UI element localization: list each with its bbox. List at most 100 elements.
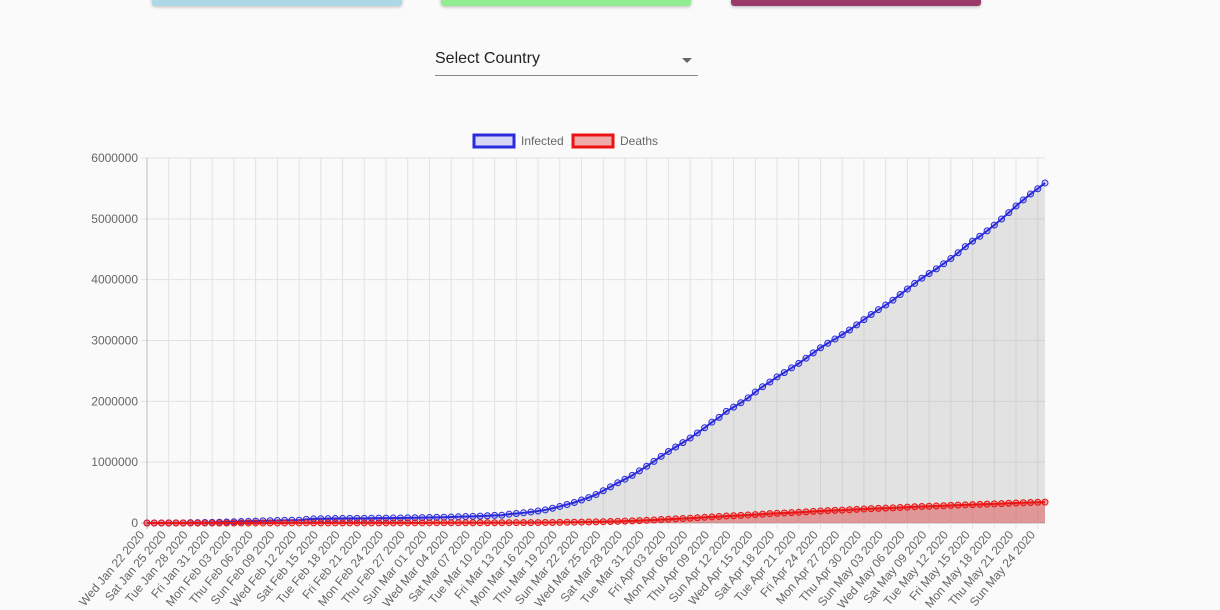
country-select[interactable]: Select Country: [435, 48, 698, 76]
data-point-infected: [635, 467, 643, 475]
data-point-deaths: [469, 519, 477, 527]
data-point-infected: [882, 301, 890, 309]
y-tick-label: 4000000: [91, 273, 138, 287]
data-point-deaths: [339, 519, 347, 527]
data-point-deaths: [476, 519, 484, 527]
data-point-deaths: [237, 519, 245, 527]
data-point-infected: [845, 326, 853, 334]
data-point-deaths: [512, 519, 520, 527]
data-point-deaths: [766, 510, 774, 518]
data-point-infected: [730, 403, 738, 411]
legend-label-infected: Infected: [521, 134, 564, 148]
data-point-deaths: [425, 519, 433, 527]
data-point-infected: [773, 373, 781, 381]
data-point-deaths: [896, 503, 904, 511]
legend-swatch-infected: [472, 133, 516, 149]
data-point-deaths: [947, 501, 955, 509]
data-point-deaths: [998, 500, 1006, 508]
data-point-infected: [621, 475, 629, 483]
data-point-deaths: [664, 515, 672, 523]
data-point-deaths: [281, 519, 289, 527]
country-select-label: Select Country: [435, 50, 540, 67]
data-point-infected: [976, 232, 984, 240]
data-point-infected: [918, 274, 926, 282]
data-point-infected: [570, 499, 578, 506]
data-point-deaths: [708, 513, 716, 521]
data-point-deaths: [454, 519, 462, 527]
data-point-deaths: [447, 519, 455, 527]
y-tick-label: 5000000: [91, 212, 138, 226]
data-point-deaths: [635, 517, 643, 525]
data-point-deaths: [433, 519, 441, 527]
data-point-infected: [817, 344, 824, 352]
data-point-deaths: [382, 519, 390, 527]
data-point-deaths: [179, 519, 187, 527]
data-point-deaths: [940, 502, 948, 510]
data-point-deaths: [252, 519, 260, 527]
data-point-deaths: [491, 519, 499, 527]
legend-label-deaths: Deaths: [620, 134, 658, 148]
data-point-deaths: [244, 519, 252, 527]
data-point-deaths: [614, 517, 622, 525]
data-point-infected: [824, 339, 832, 347]
data-point-infected: [961, 243, 969, 251]
data-point-deaths: [346, 519, 354, 527]
data-point-deaths: [541, 519, 549, 527]
data-point-deaths: [795, 508, 803, 516]
data-point-deaths: [302, 519, 310, 527]
data-point-infected: [476, 512, 484, 520]
y-tick-label: 6000000: [91, 151, 138, 165]
data-point-deaths: [317, 519, 325, 527]
data-point-infected: [990, 221, 998, 229]
data-point-deaths: [874, 504, 882, 512]
top-card-purple[interactable]: [731, 0, 981, 6]
data-point-infected: [592, 491, 600, 499]
data-point-deaths: [788, 509, 796, 517]
data-point-deaths: [498, 519, 506, 527]
data-point-infected: [396, 514, 404, 522]
data-point-deaths: [165, 519, 173, 527]
data-point-deaths: [353, 519, 361, 527]
data-point-infected: [983, 227, 991, 235]
data-point-infected: [969, 237, 977, 245]
data-point-deaths: [599, 518, 607, 526]
data-point-deaths: [1041, 498, 1049, 506]
data-point-infected: [462, 513, 470, 521]
data-point-deaths: [737, 511, 745, 519]
data-point-infected: [889, 296, 897, 304]
data-point-deaths: [157, 519, 165, 527]
data-point-deaths: [824, 507, 832, 515]
series-area-deaths: [147, 502, 1045, 523]
data-point-deaths: [396, 519, 404, 527]
data-point-infected: [911, 279, 919, 287]
data-point-infected: [520, 509, 528, 517]
y-tick-label: 0: [131, 516, 138, 530]
top-card-green[interactable]: [441, 0, 691, 6]
data-point-infected: [722, 407, 730, 415]
chevron-down-icon: [682, 58, 692, 63]
data-point-infected: [534, 507, 542, 515]
data-point-infected: [657, 452, 665, 460]
data-point-deaths: [150, 519, 158, 527]
data-point-deaths: [628, 517, 636, 525]
data-point-deaths: [259, 519, 267, 527]
data-point-infected: [715, 413, 723, 421]
data-point-infected: [751, 388, 759, 396]
data-point-deaths: [201, 519, 209, 527]
data-point-deaths: [672, 515, 680, 523]
data-point-deaths: [983, 500, 991, 508]
data-point-infected: [838, 331, 846, 339]
series-area-infected: [147, 182, 1045, 523]
top-card-blue[interactable]: [152, 0, 402, 6]
data-point-deaths: [903, 503, 911, 511]
data-point-deaths: [751, 511, 759, 519]
data-point-deaths: [911, 503, 919, 511]
data-point-infected: [809, 349, 817, 357]
data-point-infected: [896, 291, 904, 299]
data-point-deaths: [817, 507, 824, 515]
data-point-infected: [505, 510, 513, 518]
data-point-deaths: [368, 519, 375, 527]
data-point-deaths: [375, 519, 383, 527]
data-point-deaths: [693, 514, 701, 522]
data-point-infected: [925, 269, 933, 277]
